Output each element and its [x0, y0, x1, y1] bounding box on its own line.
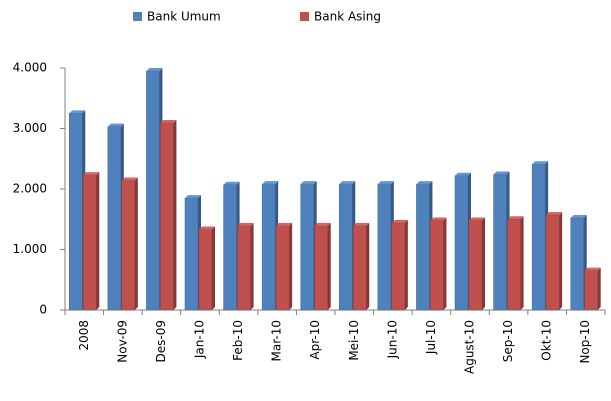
- legend-swatch: [133, 12, 142, 21]
- bar: [261, 183, 276, 311]
- bar-top: [353, 222, 370, 226]
- x-tick-label: Jul-10: [424, 320, 438, 355]
- x-tick-label: Nop-10: [578, 320, 592, 364]
- bar: [353, 225, 367, 311]
- bar-top: [146, 68, 163, 72]
- bar-side: [134, 177, 138, 310]
- bar-top: [469, 217, 485, 221]
- y-tick-label: 4.000: [13, 61, 47, 75]
- bar-top: [83, 172, 100, 176]
- bar-top: [160, 120, 177, 124]
- legend-label: Bank Asing: [314, 10, 381, 24]
- bar-side: [366, 222, 370, 310]
- x-tick-label: Des-09: [154, 320, 168, 362]
- bar-top: [430, 217, 447, 221]
- bar-top: [262, 181, 279, 185]
- bar: [339, 183, 353, 311]
- bar: [275, 225, 290, 311]
- bar-top: [300, 181, 317, 185]
- bar: [430, 220, 444, 311]
- bar-top: [584, 267, 601, 271]
- bar-side: [212, 226, 215, 310]
- x-tick-label: Agust-10: [463, 320, 477, 374]
- bar-top: [391, 219, 408, 223]
- bar: [223, 184, 237, 311]
- bar: [314, 225, 328, 311]
- bar-side: [289, 222, 293, 310]
- bar-top: [276, 222, 293, 226]
- bar-top: [69, 110, 86, 114]
- bar: [507, 219, 521, 311]
- bar-side: [250, 222, 254, 310]
- bar: [237, 225, 251, 311]
- bar: [146, 70, 160, 311]
- bar-top: [223, 181, 240, 185]
- bar: [300, 183, 314, 311]
- bar-top: [314, 222, 331, 226]
- x-tick-label: 2008: [77, 320, 91, 351]
- x-tick-label: Nov-09: [115, 320, 129, 363]
- bar-top: [185, 195, 201, 199]
- bar: [184, 197, 199, 311]
- y-tick-label: 0: [39, 303, 47, 317]
- bar-side: [404, 219, 408, 310]
- bar: [531, 163, 546, 311]
- bar-side: [597, 267, 601, 310]
- y-tick-label: 3.000: [13, 121, 47, 135]
- y-tick-label: 2.000: [13, 182, 47, 196]
- y-tick-label: 1.000: [13, 242, 47, 256]
- bar-top: [493, 171, 510, 175]
- bar: [83, 174, 97, 311]
- bar: [160, 122, 174, 311]
- bar: [454, 175, 469, 311]
- bar: [468, 220, 483, 311]
- x-tick-label: Okt-10: [540, 320, 554, 361]
- x-tick-label: Mar-10: [270, 320, 284, 361]
- bar-top: [416, 181, 433, 185]
- legend-swatch: [300, 12, 309, 21]
- legend-label: Bank Umum: [147, 10, 221, 24]
- bar-top: [121, 177, 138, 181]
- bar: [391, 222, 406, 311]
- bar-top: [546, 212, 563, 216]
- bar-side: [173, 120, 177, 311]
- bar-top: [507, 216, 524, 220]
- bar: [570, 217, 584, 311]
- x-tick-label: Apr-10: [308, 320, 322, 360]
- bar-side: [559, 212, 563, 310]
- bar-side: [327, 222, 331, 310]
- bar-top: [532, 161, 549, 165]
- bar: [545, 214, 560, 311]
- x-tick-label: Sep-10: [501, 320, 515, 362]
- bar: [69, 113, 83, 311]
- bar: [107, 126, 122, 311]
- bar-top: [107, 123, 124, 127]
- bar: [416, 183, 430, 311]
- bar-side: [96, 172, 100, 310]
- x-tick-label: Feb-10: [231, 320, 245, 361]
- x-tick-label: Jan-10: [193, 320, 207, 359]
- bar-side: [482, 217, 485, 310]
- bar-top: [570, 215, 587, 219]
- x-tick-label: Jun-10: [385, 320, 399, 359]
- bar-top: [199, 226, 215, 230]
- bar-side: [520, 216, 524, 310]
- bar: [198, 229, 213, 311]
- bar-side: [443, 217, 447, 310]
- bar-top: [237, 222, 254, 226]
- bar-top: [377, 181, 394, 185]
- bar: [584, 270, 598, 311]
- bar-top: [455, 172, 471, 176]
- bar: [121, 180, 136, 311]
- bar: [493, 174, 507, 311]
- bar-top: [339, 181, 356, 185]
- x-tick-label: Mei-10: [347, 320, 361, 361]
- bar: [377, 183, 392, 311]
